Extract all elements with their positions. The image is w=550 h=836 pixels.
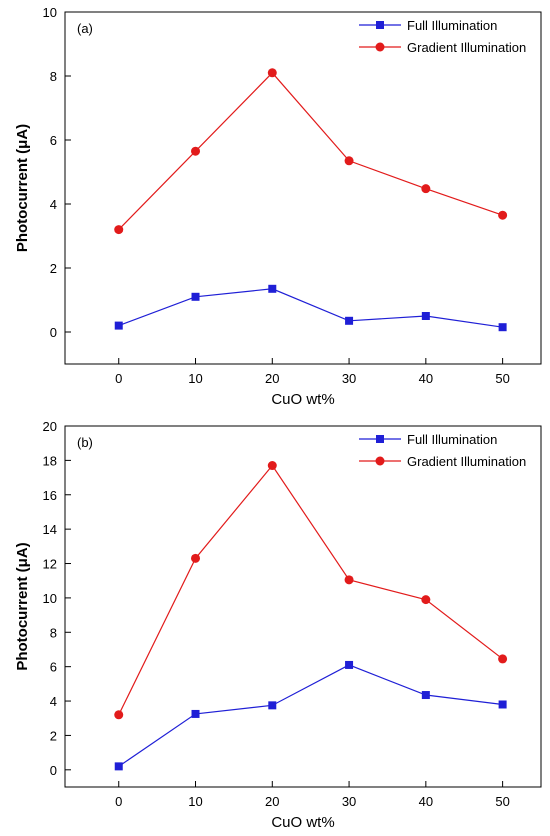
chart-b-svg: 0 2 4 6 8 10 12 14 16 18 20 0 10 20 30 40 50 CuO wt% Photo… xyxy=(14,419,542,831)
chart-b-ytick-label: 6 xyxy=(50,660,57,675)
chart-a-legend-marker-0 xyxy=(376,21,384,29)
chart-b-xtick-label: 40 xyxy=(419,794,433,809)
chart-a-ytick-label: 0 xyxy=(50,325,57,340)
chart-b-xtick-label: 20 xyxy=(265,794,279,809)
chart-b-series-1-point xyxy=(421,595,431,605)
chart-b-series-0-point xyxy=(498,700,507,709)
chart-b-ytick-label: 14 xyxy=(43,522,57,537)
chart-b-xtick-label: 0 xyxy=(115,794,122,809)
chart-b-ytick-label: 10 xyxy=(43,591,57,606)
chart-a-series-1-point xyxy=(191,146,201,156)
chart-a-xtick-label: 40 xyxy=(419,371,433,386)
chart-a-series-0-point xyxy=(498,323,507,332)
chart-b-legend-marker-1 xyxy=(375,456,385,466)
chart-a-xtick-label: 30 xyxy=(342,371,356,386)
chart-b-series-0-point xyxy=(421,691,430,700)
chart-b-legend-label-0: Full Illumination xyxy=(407,432,497,447)
chart-a-series-0-point xyxy=(114,321,123,330)
chart-b-panel-label: (b) xyxy=(77,435,93,450)
chart-b-series-0-point xyxy=(268,701,277,710)
chart-a-series-1-line xyxy=(118,71,503,231)
chart-b-x-axis-label: CuO wt% xyxy=(271,814,334,831)
chart-a-ytick-label: 2 xyxy=(50,261,57,276)
chart-b-series-0-line xyxy=(118,664,503,767)
chart-b-series-1-point xyxy=(191,553,201,563)
chart-b-series-1-line xyxy=(118,464,503,716)
chart-a-series-1-point xyxy=(498,210,508,220)
chart-a-legend-label-1: Gradient Illumination xyxy=(407,40,526,55)
chart-b-ytick-label: 20 xyxy=(43,419,57,434)
chart-b-ytick-label: 18 xyxy=(43,453,57,468)
chart-b-series-1-point xyxy=(498,654,508,664)
chart-a-plot-frame xyxy=(64,11,542,365)
chart-a-series-1-point xyxy=(421,184,431,194)
chart-b-series-1-point xyxy=(267,461,277,471)
chart-b-series-0-point xyxy=(114,762,123,771)
chart-a-legend-marker-1 xyxy=(375,42,385,52)
chart-panel-a: 0 2 4 6 8 10 0 10 20 30 40 50 CuO wt% Photocurrent (μ… xyxy=(0,0,550,416)
chart-a-legend-label-0: Full Illumination xyxy=(407,18,497,33)
chart-a-xtick-label: 0 xyxy=(115,371,122,386)
chart-a-y-axis-label: Photocurrent (μA) xyxy=(14,124,31,252)
chart-a-svg: 0 2 4 6 8 10 0 10 20 30 40 50 CuO wt% Photocurrent (μ… xyxy=(14,5,542,408)
chart-b-legend-label-1: Gradient Illumination xyxy=(407,454,526,469)
chart-b-y-axis-label: Photocurrent (μA) xyxy=(14,542,31,670)
chart-a-xtick-label: 10 xyxy=(188,371,202,386)
chart-a-ytick-label: 6 xyxy=(50,133,57,148)
chart-b-xtick-label: 50 xyxy=(495,794,509,809)
chart-b-ytick-label: 8 xyxy=(50,625,57,640)
chart-a-panel-label: (a) xyxy=(77,21,93,36)
chart-b-series-1-point xyxy=(344,575,354,585)
chart-b-ytick-label: 12 xyxy=(43,557,57,572)
chart-a-xtick-label: 20 xyxy=(265,371,279,386)
chart-a-series-0-point xyxy=(345,316,354,325)
chart-b-plot-frame xyxy=(64,425,542,788)
chart-a-ytick-label: 4 xyxy=(50,197,57,212)
chart-b-ytick-label: 4 xyxy=(50,694,57,709)
chart-b-series-1-point xyxy=(114,710,124,720)
chart-panel-b: 0 2 4 6 8 10 12 14 16 18 20 0 10 20 30 40 50 CuO wt% Photo… xyxy=(0,416,550,831)
chart-a-series-1-point xyxy=(114,225,124,235)
chart-b-ytick-label: 0 xyxy=(50,763,57,778)
chart-b-ytick-label: 2 xyxy=(50,728,57,743)
chart-a-x-axis-label: CuO wt% xyxy=(271,391,334,408)
chart-a-series-0-point xyxy=(421,312,430,320)
chart-a-xtick-label: 50 xyxy=(495,371,509,386)
chart-b-series-0-point xyxy=(345,660,354,669)
chart-b-legend-marker-0 xyxy=(376,435,384,443)
chart-a-ytick-label: 8 xyxy=(50,69,57,84)
chart-a-series-0-line xyxy=(118,288,503,328)
chart-b-series-0-point xyxy=(191,709,200,718)
chart-b-xtick-label: 30 xyxy=(342,794,356,809)
chart-a-series-0-point xyxy=(191,292,200,301)
chart-b-ytick-label: 16 xyxy=(43,488,57,503)
chart-a-ytick-label: 10 xyxy=(43,5,57,20)
chart-a-series-1-point xyxy=(344,156,354,166)
chart-b-xtick-label: 10 xyxy=(188,794,202,809)
chart-a-series-0-point xyxy=(268,284,277,293)
chart-a-series-1-point xyxy=(267,68,277,78)
